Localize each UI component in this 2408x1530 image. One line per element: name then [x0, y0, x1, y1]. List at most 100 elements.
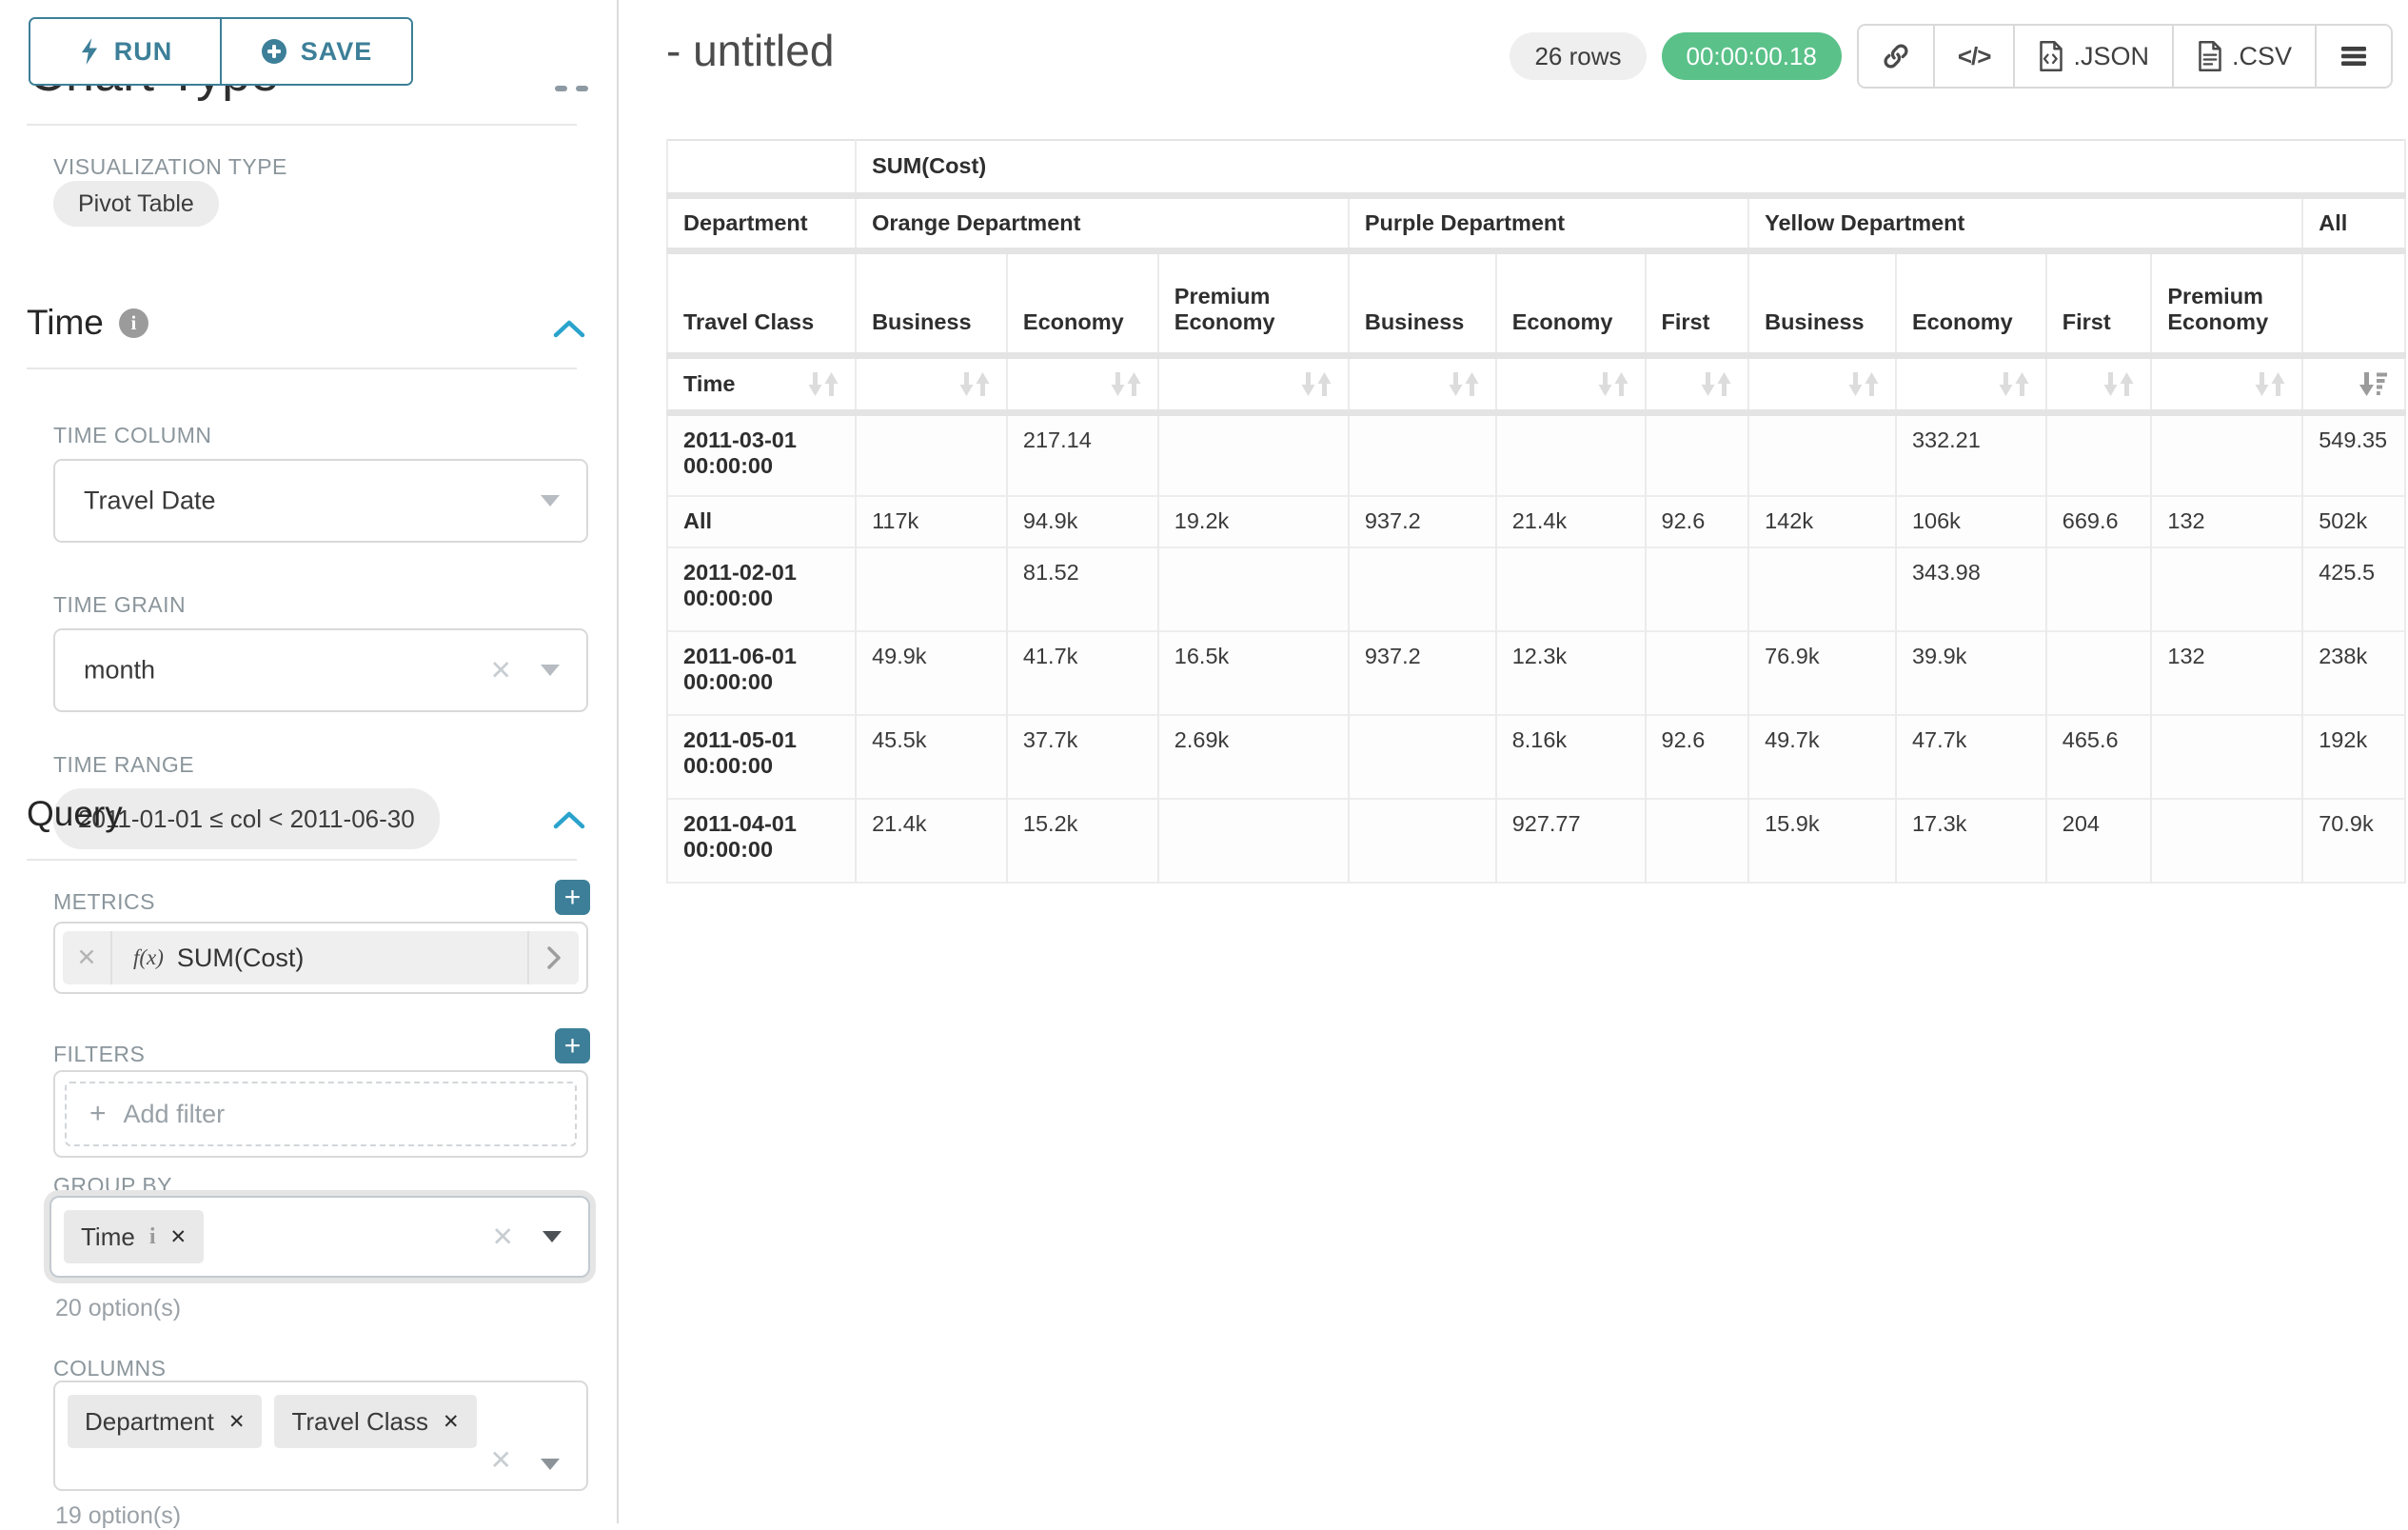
metric-pill[interactable]: ✕ f(x) SUM(Cost) [63, 931, 579, 984]
columns-select[interactable]: Department ✕ Travel Class ✕ ✕ [53, 1381, 588, 1491]
pivot-class-header: Premium Economy [2150, 250, 2304, 355]
pivot-all-column-header: All [2301, 195, 2406, 250]
pivot-value-cell: 49.9k [855, 631, 1008, 715]
clear-icon[interactable]: ✕ [489, 1445, 512, 1475]
pivot-value-cell: 94.9k [1005, 496, 1159, 547]
code-icon: </> [1957, 41, 1992, 70]
selected-option-chip[interactable]: Department ✕ [68, 1395, 263, 1448]
sort-icon[interactable] [1448, 370, 1480, 398]
filters-field: + Add filter [53, 1070, 588, 1158]
pivot-sort-header [2150, 355, 2304, 412]
chip-label: Travel Class [291, 1406, 428, 1436]
pivot-value-cell [1644, 412, 1750, 496]
save-button[interactable]: SAVE [220, 19, 411, 84]
pivot-class-header: First [2044, 250, 2153, 355]
sort-desc-icon[interactable] [2357, 370, 2389, 398]
pivot-sort-header [1494, 355, 1647, 412]
pivot-value-cell: 117k [855, 496, 1008, 547]
pivot-class-header: Business [855, 250, 1008, 355]
sort-icon[interactable] [2254, 370, 2286, 398]
time-range-value[interactable]: 2011-01-01 ≤ col < 2011-06-30 [53, 788, 440, 849]
info-icon[interactable]: i [118, 308, 148, 338]
pivot-value-cell: 204 [2044, 799, 2153, 883]
time-section-header: Time i [27, 303, 148, 343]
remove-chip-icon[interactable]: ✕ [169, 1225, 188, 1248]
info-icon[interactable]: i [148, 1223, 156, 1249]
chevron-down-icon [541, 495, 560, 507]
sort-icon[interactable] [1847, 370, 1880, 398]
add-metric-button[interactable]: + [555, 880, 590, 915]
pivot-value-cell: 192k [2301, 715, 2406, 799]
chevron-down-icon [541, 665, 560, 676]
pivot-table: SUM(Cost) Department Orange Department Purp… [665, 139, 2406, 884]
pivot-value-cell: 41.7k [1005, 631, 1159, 715]
pivot-value-cell: 47.7k [1894, 715, 2047, 799]
group-by-label: GROUP BY [53, 1173, 172, 1198]
export-csv-button[interactable]: .CSV [2171, 26, 2315, 87]
remove-chip-icon[interactable]: ✕ [227, 1410, 246, 1433]
pivot-travel-class-dim-label: Travel Class [665, 250, 858, 355]
pivot-value-cell [1644, 547, 1750, 631]
export-json-button[interactable]: .JSON [2013, 26, 2172, 87]
columns-options-count: 19 option(s) [55, 1502, 182, 1529]
chevron-down-icon [543, 1231, 562, 1242]
pivot-value-cell: 132 [2150, 631, 2304, 715]
pivot-row-label: 2011-03-01 00:00:00 [665, 412, 858, 496]
sort-icon[interactable] [1998, 370, 2030, 398]
chart-title[interactable]: - untitled [666, 26, 835, 75]
run-button[interactable]: RUN [30, 19, 220, 84]
copy-link-button[interactable] [1858, 26, 1933, 87]
sort-icon[interactable] [958, 370, 991, 398]
pivot-value-cell [1156, 412, 1350, 496]
time-column-select[interactable]: Travel Date [53, 459, 588, 543]
selected-option-chip[interactable]: Time i ✕ [64, 1210, 205, 1263]
pivot-value-cell: 17.3k [1894, 799, 2047, 883]
collapse-time-section-icon[interactable] [552, 318, 586, 339]
pivot-row-label: 2011-04-01 00:00:00 [665, 799, 858, 883]
add-filter-dropzone[interactable]: + Add filter [65, 1082, 577, 1146]
pivot-value-cell: 49.7k [1747, 715, 1897, 799]
pivot-value-cell: 21.4k [855, 799, 1008, 883]
group-by-select[interactable]: Time i ✕ ✕ [49, 1196, 590, 1278]
pivot-metric-header: SUM(Cost) [855, 140, 2406, 195]
pivot-sort-header [2044, 355, 2153, 412]
pivot-sort-header [2301, 355, 2406, 412]
sort-icon[interactable] [1110, 370, 1142, 398]
pivot-value-cell: 81.52 [1005, 547, 1159, 631]
clear-icon[interactable]: ✕ [489, 655, 512, 686]
sort-icon[interactable] [1300, 370, 1332, 398]
sort-icon[interactable] [1597, 370, 1629, 398]
collapse-query-section-icon[interactable] [552, 809, 586, 830]
pivot-row-label: 2011-05-01 00:00:00 [665, 715, 858, 799]
chip-label: Department [85, 1406, 214, 1436]
pivot-class-header: Economy [1894, 250, 2047, 355]
row-count-badge: 26 rows [1510, 32, 1647, 80]
time-grain-select[interactable]: month ✕ [53, 628, 588, 712]
pivot-value-cell: 332.21 [1894, 412, 2047, 496]
remove-chip-icon[interactable]: ✕ [442, 1410, 460, 1433]
pivot-value-cell: 343.98 [1894, 547, 2047, 631]
plus-circle-icon [261, 39, 286, 64]
sort-icon[interactable] [1700, 370, 1732, 398]
pivot-value-cell: 8.16k [1494, 715, 1647, 799]
view-query-button[interactable]: </> [1932, 26, 2014, 87]
pivot-empty-header [2301, 250, 2406, 355]
pivot-value-cell [2044, 631, 2153, 715]
expand-metric-icon[interactable] [527, 931, 579, 984]
more-options-button[interactable] [2315, 26, 2391, 87]
clear-icon[interactable]: ✕ [491, 1222, 514, 1252]
pivot-value-cell: 37.7k [1005, 715, 1159, 799]
pivot-time-header: Time [665, 355, 858, 412]
pivot-value-cell: 15.9k [1747, 799, 1897, 883]
sort-icon[interactable] [2102, 370, 2135, 398]
visualization-type-value[interactable]: Pivot Table [53, 181, 219, 227]
time-header-label: Time [683, 370, 736, 396]
pivot-value-cell: 16.5k [1156, 631, 1350, 715]
sort-icon[interactable] [807, 370, 839, 398]
run-save-button-group: RUN SAVE [29, 17, 413, 86]
add-filter-button[interactable]: + [555, 1028, 590, 1063]
pivot-value-cell [2044, 547, 2153, 631]
selected-option-chip[interactable]: Travel Class ✕ [274, 1395, 477, 1448]
pivot-value-cell: 19.2k [1156, 496, 1350, 547]
remove-metric-icon[interactable]: ✕ [63, 931, 112, 984]
